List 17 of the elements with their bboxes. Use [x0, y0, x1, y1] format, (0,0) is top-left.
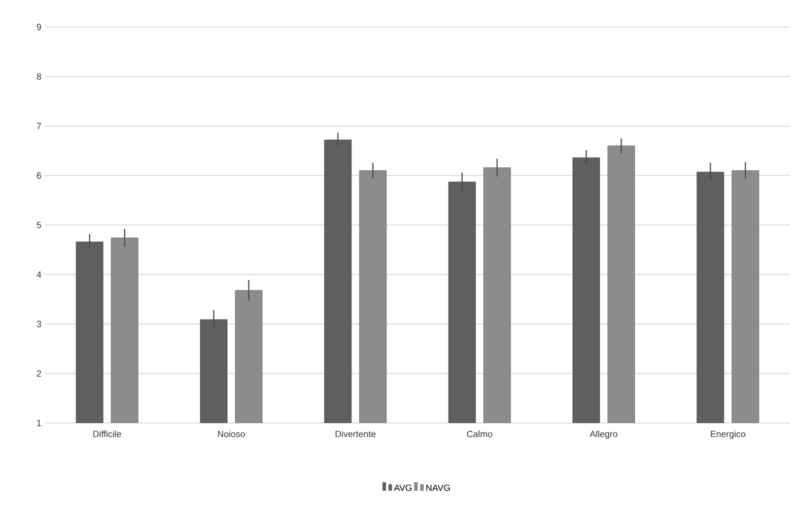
x-tick-label: Noioso	[218, 430, 245, 438]
y-tick-label: 4	[36, 271, 42, 278]
y-tick-label: 2	[36, 370, 42, 377]
y-tick-label: 9	[36, 24, 42, 30]
y-tick-label: 5	[36, 222, 42, 228]
y-tick-label: 8	[36, 73, 42, 80]
x-tick-label: Divertente	[336, 430, 376, 438]
x-tick-label: Calmo	[467, 430, 492, 438]
y-tick-label: 1	[37, 420, 42, 426]
y-tick-label: 6	[36, 172, 42, 179]
y-tick-label: 7	[36, 122, 42, 130]
legend-label: AVG	[394, 484, 412, 491]
y-tick-label: 3	[36, 320, 42, 328]
x-tick-label: Energico	[710, 430, 746, 439]
x-tick-label: Difficile	[93, 430, 122, 438]
legend-label: NAVG	[426, 484, 450, 491]
x-tick-label: Allegro	[590, 430, 618, 439]
